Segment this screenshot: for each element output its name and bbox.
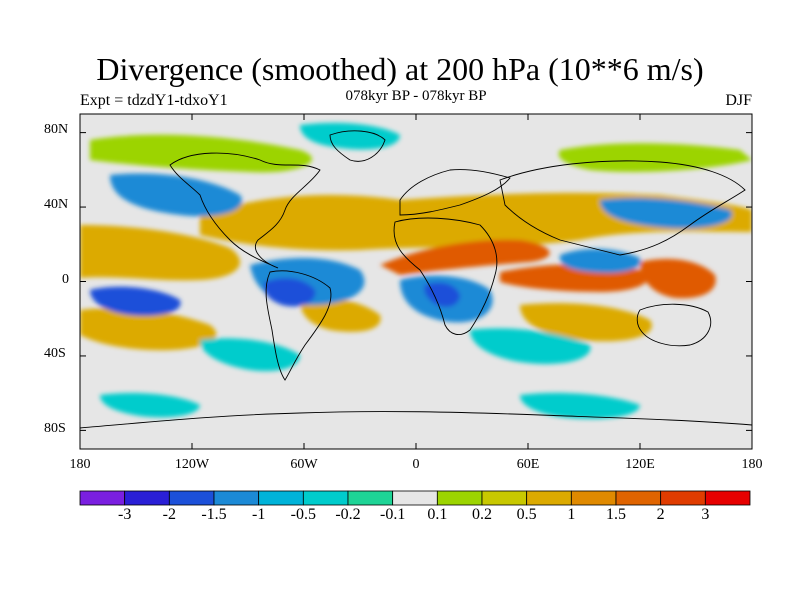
coastline-north-america [169, 152, 321, 269]
colorbar-label: -1 [251, 506, 266, 523]
field-band-antarctic-negative [520, 392, 640, 419]
colorbar-label: 0.5 [516, 506, 537, 523]
colorbar-label: -0.1 [379, 506, 406, 523]
lon-label-120w: 120W [174, 457, 210, 472]
colorbar-label: 1.5 [606, 506, 626, 523]
colorbar-swatch [258, 490, 304, 506]
colorbar-swatch [124, 490, 170, 506]
field-band-equatorial-positive [380, 239, 550, 275]
colorbar-label: -0.2 [335, 506, 361, 523]
field-band-arctic-negative [300, 122, 400, 150]
lat-label-80s: 80S [44, 421, 66, 436]
field-band-south-indian-negative [470, 328, 591, 365]
coastline-africa [393, 217, 498, 336]
coastlines [80, 130, 752, 429]
colorbar-swatch [392, 490, 438, 506]
lon-label-180w: 180 [69, 457, 91, 472]
field-band-southern-indian-positive [520, 303, 652, 342]
colorbar-swatch [481, 490, 528, 506]
coastline-europe [399, 169, 511, 216]
field-band-amazon-negative [264, 278, 316, 307]
colorbar-swatch [302, 490, 349, 506]
coastline-antarctica [80, 411, 752, 429]
colorbar [79, 490, 751, 506]
colorbar-swatch [436, 490, 483, 506]
lat-label-40n: 40N [44, 197, 69, 212]
colorbar-label: -1.5 [201, 506, 227, 523]
lon-label-0: 0 [412, 457, 420, 472]
colorbar-label: 0.1 [427, 506, 448, 523]
field-band-eurasia-negative [600, 198, 732, 229]
field-band-southern-ocean-negative [100, 393, 200, 418]
colorbar-swatch [168, 490, 215, 506]
colorbar-swatch [704, 490, 751, 506]
colorbar-swatch [79, 490, 126, 506]
coastline-greenland [329, 130, 386, 162]
colorbar-label: 1 [567, 506, 576, 523]
field-band-congo-negative [424, 282, 460, 307]
page-title: Divergence (smoothed) at 200 hPa (10**6 … [96, 51, 704, 87]
coastline-australia [636, 303, 712, 347]
divergence-field [80, 114, 752, 449]
period-label: 078kyr BP - 078kyr BP [345, 88, 487, 104]
field-band-south-pacific-positive [80, 308, 217, 351]
axis-ticks [79, 114, 753, 449]
lon-label-60w: 60W [290, 457, 318, 472]
field-band-central-pacific-negative [90, 286, 181, 316]
field-band-tropical-pacific-positive [80, 225, 240, 281]
colorbar-label: 2 [656, 506, 665, 523]
field-band-north-pacific-negative [110, 173, 242, 217]
field-band-west-pacific-positive [640, 258, 716, 299]
colorbar-swatch [526, 490, 572, 506]
colorbar-label: -2 [162, 506, 176, 523]
lat-label-40s: 40S [44, 346, 66, 361]
field-band-siberia-positive [558, 143, 752, 172]
lat-label-0: 0 [62, 272, 69, 287]
colorbar-label: -0.5 [290, 506, 316, 523]
season-label: DJF [725, 92, 752, 109]
colorbar-swatch [213, 490, 260, 506]
colorbar-swatch [570, 490, 617, 506]
coastline-south-america [265, 270, 332, 381]
lon-label-120e: 120E [625, 457, 655, 472]
lon-label-180e: 180 [741, 457, 763, 472]
colorbar-swatch [615, 490, 662, 506]
lat-label-80n: 80N [44, 122, 69, 137]
colorbar-swatch [660, 490, 706, 506]
colorbar-swatch [347, 490, 394, 506]
experiment-label: Expt = tdzdY1-tdxoY1 [80, 92, 228, 109]
colorbar-label: -3 [117, 506, 132, 523]
coastline-asia [499, 160, 746, 256]
colorbar-label: 3 [701, 506, 710, 523]
lon-label-60e: 60E [516, 457, 540, 472]
colorbar-label: 0.2 [472, 506, 492, 523]
